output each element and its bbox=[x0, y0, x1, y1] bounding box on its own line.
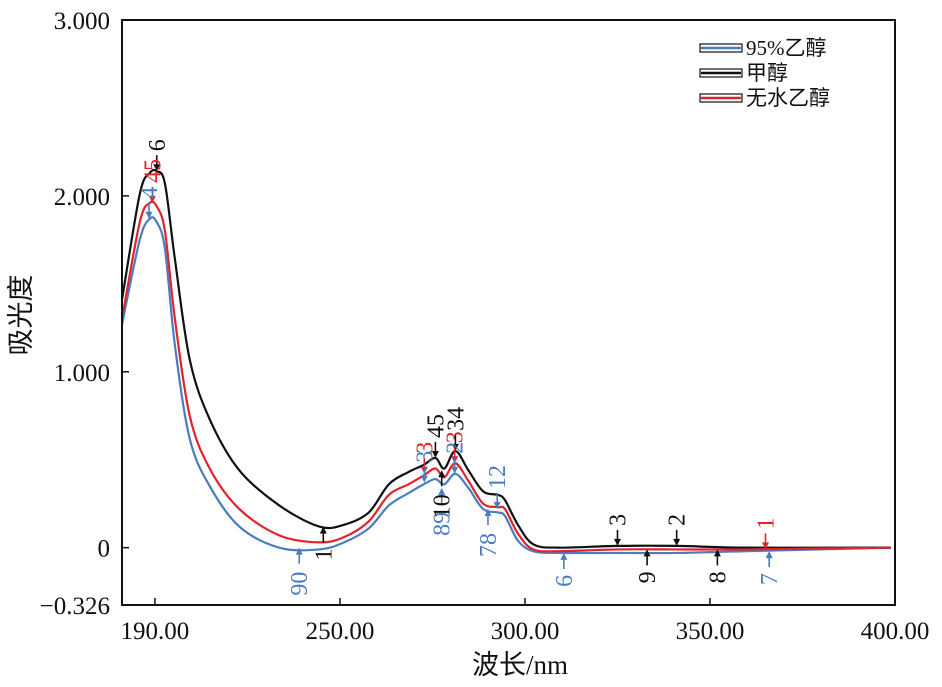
x-tick-label: 350.00 bbox=[676, 618, 745, 645]
peak-label: 3 bbox=[412, 451, 438, 463]
arrow-up-icon bbox=[438, 487, 446, 495]
peak-label: 3 bbox=[412, 442, 438, 454]
peak-label: 1 bbox=[311, 549, 337, 561]
y-axis-ticks: 3.000 2.000 1.000 0 −0.326 bbox=[40, 8, 129, 620]
legend-label: 无水乙醇 bbox=[746, 86, 830, 110]
peak-label: 10 bbox=[430, 494, 456, 518]
peak-label: 78 bbox=[476, 533, 502, 557]
arrow-down-icon bbox=[431, 450, 439, 458]
peak-label: 9 bbox=[635, 571, 661, 583]
peak-marker: 6 bbox=[145, 139, 171, 172]
peak-marker: 9 bbox=[635, 549, 661, 583]
peak-marker: 1 bbox=[753, 517, 779, 550]
x-axis-ticks: 190.00 250.00 300.00 350.00 400.00 bbox=[121, 598, 930, 645]
peak-label: 45 bbox=[423, 414, 449, 438]
arrow-down-icon bbox=[153, 164, 161, 172]
x-tick-label: 300.00 bbox=[491, 618, 560, 645]
peak-marker: 89 bbox=[430, 487, 456, 536]
arrow-up-icon bbox=[319, 526, 327, 534]
peak-marker: 45 bbox=[140, 159, 166, 203]
x-tick-label: 250.00 bbox=[306, 618, 375, 645]
peak-marker: 2 bbox=[443, 442, 469, 474]
peak-label: 45 bbox=[140, 159, 166, 183]
peak-label: 2 bbox=[665, 514, 691, 526]
peak-label: 6 bbox=[552, 575, 578, 587]
legend-label: 95%乙醇 bbox=[746, 36, 827, 60]
peak-label: 4 bbox=[137, 187, 163, 199]
arrow-up-icon bbox=[438, 470, 446, 478]
peak-marker: 6 bbox=[552, 552, 578, 587]
peak-marker: 90 bbox=[287, 547, 313, 596]
series-line-1 bbox=[122, 168, 891, 549]
arrow-down-icon bbox=[420, 475, 428, 483]
arrow-up-icon bbox=[765, 551, 773, 559]
peak-marker: 1 bbox=[311, 526, 337, 561]
y-axis-label: 吸光度 bbox=[6, 275, 36, 356]
peak-label: 6 bbox=[145, 139, 171, 151]
peak-marker: 4 bbox=[137, 187, 163, 219]
peak-marker: 3 bbox=[412, 451, 438, 483]
series-line-2 bbox=[122, 200, 891, 553]
peak-label: 8 bbox=[705, 571, 731, 583]
peak-marker: 45 bbox=[423, 414, 449, 458]
peak-marker: 2 bbox=[665, 514, 691, 546]
peak-label: 89 bbox=[430, 512, 456, 536]
peak-marker: 3 bbox=[605, 514, 631, 546]
peak-marker: 34 bbox=[443, 407, 469, 451]
series-lines bbox=[122, 168, 891, 555]
peak-marker: 8 bbox=[705, 549, 731, 583]
peak-marker: 78 bbox=[476, 508, 502, 557]
x-tick-label: 400.00 bbox=[861, 618, 930, 645]
y-tick-label: 1.000 bbox=[54, 360, 110, 387]
peak-label: 34 bbox=[443, 407, 469, 431]
peak-label: 90 bbox=[287, 572, 313, 596]
y-tick-label: −0.326 bbox=[40, 593, 110, 620]
x-axis-label: 波长/nm bbox=[472, 650, 568, 680]
peak-label: 2 bbox=[443, 442, 469, 454]
peak-label: 7 bbox=[757, 573, 783, 585]
peak-label: 12 bbox=[485, 465, 511, 489]
arrow-up-icon bbox=[484, 508, 492, 516]
peak-label: 3 bbox=[443, 431, 469, 443]
peak-marker: 3 bbox=[443, 431, 469, 464]
arrow-down-icon bbox=[493, 501, 501, 509]
arrow-up-icon bbox=[643, 549, 651, 557]
y-tick-label: 3.000 bbox=[54, 8, 110, 35]
peak-marker: 10 bbox=[430, 470, 456, 518]
x-tick-label: 190.00 bbox=[121, 618, 190, 645]
arrow-down-icon bbox=[613, 538, 621, 546]
arrow-up-icon bbox=[713, 549, 721, 557]
plot-frame bbox=[121, 19, 896, 606]
arrow-up-icon bbox=[560, 552, 568, 560]
y-tick-label: 2.000 bbox=[54, 184, 110, 211]
peak-marker: 12 bbox=[485, 465, 511, 509]
series-line-0 bbox=[122, 216, 891, 555]
arrow-down-icon bbox=[673, 538, 681, 546]
arrow-down-icon bbox=[761, 542, 769, 550]
legend-label: 甲醇 bbox=[746, 61, 788, 85]
y-tick-label: 0 bbox=[98, 536, 111, 563]
peak-label: 3 bbox=[605, 514, 631, 526]
arrow-down-icon bbox=[145, 211, 153, 219]
peak-marker: 7 bbox=[757, 551, 783, 585]
arrow-down-icon bbox=[451, 466, 459, 474]
peak-label: 1 bbox=[753, 517, 779, 529]
arrow-down-icon bbox=[148, 195, 156, 203]
arrow-up-icon bbox=[295, 547, 303, 555]
